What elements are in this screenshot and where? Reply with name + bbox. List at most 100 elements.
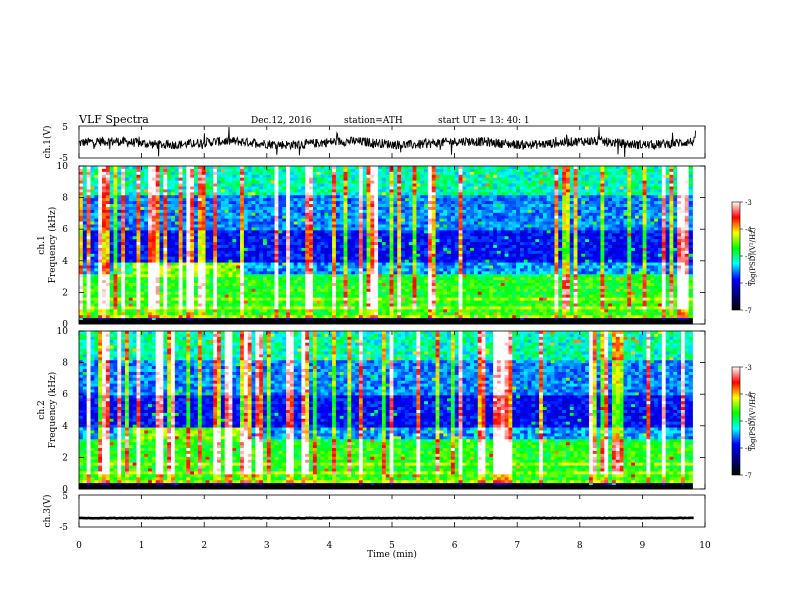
- spectrogram-cell: [661, 195, 667, 199]
- spectrogram-cell: [128, 250, 134, 255]
- spectrogram-cell: [113, 206, 118, 211]
- spectrogram-cell: [431, 221, 436, 225]
- spectrogram-cell: [205, 212, 210, 217]
- spectrogram-cell: [305, 233, 310, 237]
- spectrogram-cell: [604, 245, 609, 249]
- spectrogram-cell: [355, 168, 360, 173]
- spectrogram-cell: [136, 224, 141, 228]
- spectrogram-cell: [171, 198, 176, 202]
- spectrogram-cell: [489, 247, 494, 252]
- spectrogram-cell: [178, 177, 183, 182]
- spectrogram-cell: [485, 227, 490, 231]
- spectrogram-cell: [654, 198, 659, 202]
- spectrogram-cell: [458, 198, 463, 202]
- spectrogram-cell: [554, 177, 559, 182]
- spectrogram-cell: [358, 180, 364, 184]
- spectrogram-cell: [289, 215, 295, 220]
- spectrogram-cell: [286, 236, 291, 240]
- spectrogram-cell: [401, 215, 406, 220]
- spectrogram-cell: [232, 245, 237, 249]
- spectrogram-cell: [220, 201, 226, 205]
- spectrogram-cell: [174, 201, 180, 205]
- spectrogram-cell: [450, 168, 456, 173]
- spectrogram-cell: [673, 198, 678, 202]
- spectrogram-cell: [539, 198, 544, 202]
- spectrogram-cell: [669, 195, 674, 199]
- spectrogram-cell: [619, 195, 624, 199]
- spectrogram-cell: [174, 204, 180, 208]
- spectrogram-cell: [608, 192, 613, 196]
- spectrogram-cell: [297, 253, 302, 258]
- spectrogram-cell: [243, 183, 249, 187]
- spectrogram-cell: [82, 218, 88, 222]
- spectrogram-cell: [669, 183, 674, 187]
- spectrogram-cell: [243, 215, 249, 220]
- spectrogram-cell: [523, 174, 528, 179]
- spectrogram-cell: [592, 174, 598, 179]
- spectrogram-cell: [343, 221, 348, 225]
- spectrogram-cell: [316, 230, 321, 234]
- spectrogram-cell: [148, 177, 153, 182]
- spectrogram-cell: [539, 168, 544, 173]
- spectrogram-cell: [159, 168, 164, 173]
- spectrogram-cell: [351, 189, 356, 193]
- spectrogram-cell: [542, 218, 548, 222]
- spectrogram-cell: [485, 239, 490, 243]
- spectrogram-cell: [581, 198, 586, 202]
- spectrogram-cell: [343, 183, 348, 187]
- spectrogram-cell: [397, 250, 402, 255]
- spectrogram-cell: [113, 224, 118, 228]
- spectrogram-cell: [600, 253, 605, 258]
- spectrogram-cell: [324, 204, 329, 208]
- spectrogram-cell: [627, 236, 632, 240]
- spectrogram-cell: [531, 247, 536, 252]
- spectrogram-cell: [508, 174, 513, 179]
- spectrogram-cell: [416, 253, 421, 258]
- spectrogram-cell: [485, 253, 490, 258]
- spectrogram-cell: [623, 198, 628, 202]
- spectrogram-cell: [105, 221, 111, 225]
- spectrogram-cell: [163, 186, 168, 190]
- spectrogram-cell: [98, 247, 103, 252]
- spectrogram-cell: [286, 192, 291, 196]
- spectrogram-cell: [178, 230, 183, 234]
- spectrogram-cell: [665, 192, 670, 196]
- spectrogram-cell: [573, 250, 578, 255]
- spectrogram-cell: [577, 171, 582, 176]
- spectrogram-cell: [213, 239, 218, 243]
- spectrogram-cell: [615, 177, 621, 182]
- spectrogram-cell: [539, 166, 544, 170]
- spectrogram-cell: [366, 180, 371, 184]
- spectrogram-cell: [611, 189, 617, 193]
- spectrogram-cell: [163, 183, 168, 187]
- spectrogram-cell: [335, 204, 341, 208]
- spectrogram-cell: [519, 174, 525, 179]
- spectrogram-cell: [228, 168, 233, 173]
- spectrogram-cell: [512, 183, 517, 187]
- spectrogram-cell: [335, 227, 341, 231]
- spectrogram-cell: [504, 253, 509, 258]
- spectrogram-cell: [102, 224, 107, 228]
- spectrogram-cell: [412, 168, 417, 173]
- spectrogram-cell: [125, 247, 130, 252]
- spectrogram-cell: [608, 168, 613, 173]
- spectrogram-cell: [305, 201, 310, 205]
- spectrogram-cell: [282, 166, 287, 170]
- spectrogram-cell: [431, 201, 436, 205]
- spectrogram-cell: [174, 253, 180, 258]
- spectrogram-cell: [573, 253, 578, 258]
- spectrogram-cell: [90, 230, 95, 234]
- spectrogram-cell: [90, 198, 95, 202]
- spectrogram-cell: [186, 209, 191, 214]
- spectrogram-cell: [224, 218, 229, 222]
- spectrogram-cell: [366, 245, 371, 249]
- spectrogram-cell: [266, 204, 272, 208]
- spectrogram-cell: [163, 212, 168, 217]
- spectrogram-cell: [236, 204, 241, 208]
- spectrogram-cell: [370, 195, 375, 199]
- spectrogram-cell: [677, 247, 682, 252]
- spectrogram-cell: [297, 183, 302, 187]
- spectrogram-cell: [638, 239, 644, 243]
- spectrogram-cell: [136, 233, 141, 237]
- spectrogram-cell: [358, 168, 364, 173]
